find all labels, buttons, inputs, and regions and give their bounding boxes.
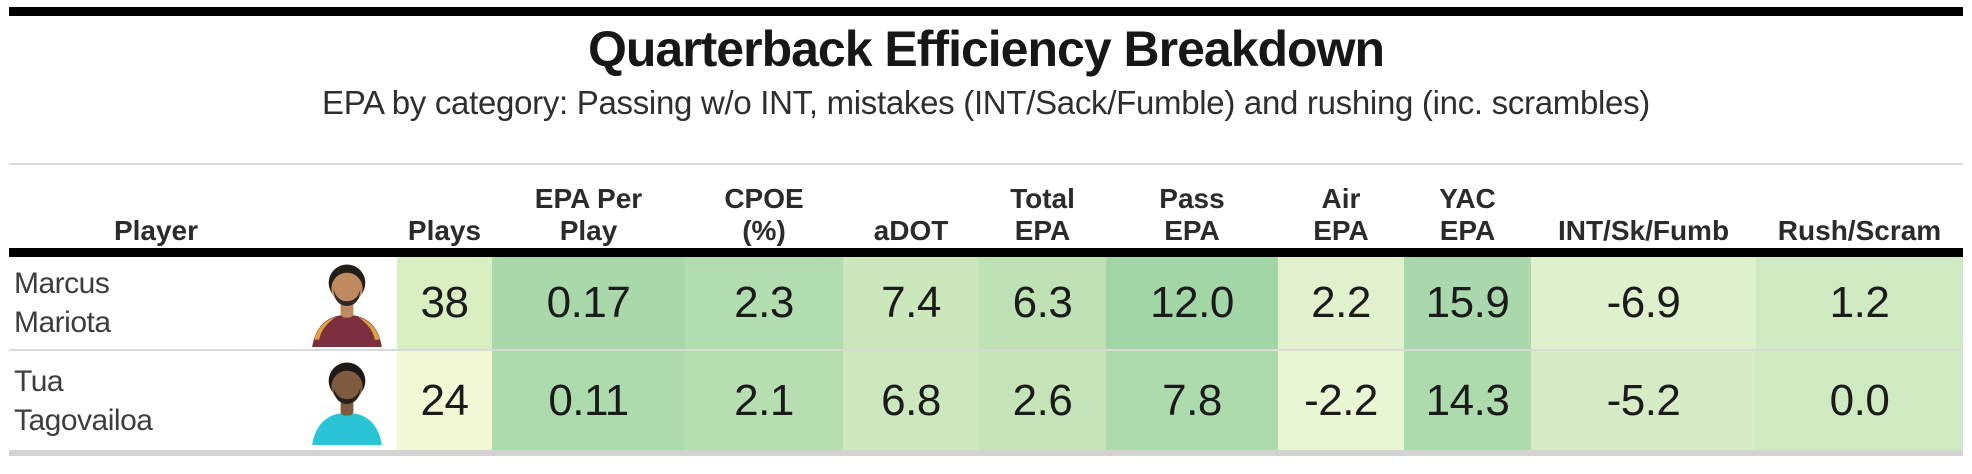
stat-cell-rush-scram: 1.2 — [1756, 252, 1963, 351]
stat-cell-adot: 6.8 — [843, 350, 979, 456]
player-name: Tua Tagovailoa — [14, 364, 153, 437]
col-header-int-sk-fumb: INT/Sk/Fumb — [1531, 163, 1756, 257]
stat-cell-pass-epa: 12.0 — [1106, 252, 1278, 351]
col-header-total-epa: Total EPA — [979, 163, 1106, 257]
stat-cell-epa-per-play: 0.11 — [492, 350, 685, 456]
player-headshot — [303, 259, 391, 347]
stat-cell-plays: 24 — [397, 350, 492, 456]
player-name: Marcus Mariota — [14, 266, 111, 339]
stat-cell-int-sk-fumb: -6.9 — [1531, 252, 1756, 351]
stat-cell-air-epa: 2.2 — [1278, 252, 1404, 351]
stat-cell-yac-epa: 15.9 — [1404, 252, 1531, 351]
stat-cell-int-sk-fumb: -5.2 — [1531, 350, 1756, 456]
player-cell: Tua Tagovailoa — [9, 350, 397, 456]
stat-cell-epa-per-play: 0.17 — [492, 252, 685, 351]
stat-cell-total-epa: 2.6 — [979, 350, 1106, 456]
table-row: Marcus Mariota — [9, 252, 1963, 351]
stat-cell-rush-scram: 0.0 — [1756, 350, 1963, 456]
col-header-cpoe: CPOE (%) — [685, 163, 843, 257]
page-subtitle: EPA by category: Passing w/o INT, mistak… — [322, 84, 1650, 121]
player-cell: Marcus Mariota — [9, 252, 397, 351]
stat-cell-cpoe: 2.3 — [685, 252, 843, 351]
stat-cell-adot: 7.4 — [843, 252, 979, 351]
stat-cell-plays: 38 — [397, 252, 492, 351]
table-row: Tua Tagovailoa — [9, 350, 1963, 456]
col-header-air-epa: Air EPA — [1278, 163, 1404, 257]
top-rule — [9, 7, 1963, 16]
col-header-rush-scram: Rush/Scram — [1756, 163, 1963, 257]
col-header-pass-epa: Pass EPA — [1106, 163, 1278, 257]
stat-cell-pass-epa: 7.8 — [1106, 350, 1278, 456]
stat-cell-cpoe: 2.1 — [685, 350, 843, 456]
headshot-icon — [312, 264, 382, 347]
col-header-player: Player — [9, 163, 397, 257]
qb-efficiency-table: Player Plays EPA Per Play CPOE (%) aDOT … — [9, 163, 1963, 456]
header-row: Player Plays EPA Per Play CPOE (%) aDOT … — [9, 163, 1963, 257]
stat-cell-total-epa: 6.3 — [979, 252, 1106, 351]
col-header-adot: aDOT — [843, 163, 979, 257]
stat-cell-yac-epa: 14.3 — [1404, 350, 1531, 456]
headshot-icon — [312, 362, 382, 445]
col-header-plays: Plays — [397, 163, 492, 257]
col-header-yac-epa: YAC EPA — [1404, 163, 1531, 257]
player-headshot — [303, 357, 391, 445]
col-header-epa-per-play: EPA Per Play — [492, 163, 685, 257]
stat-cell-air-epa: -2.2 — [1278, 350, 1404, 456]
page-title: Quarterback Efficiency Breakdown — [587, 21, 1385, 77]
